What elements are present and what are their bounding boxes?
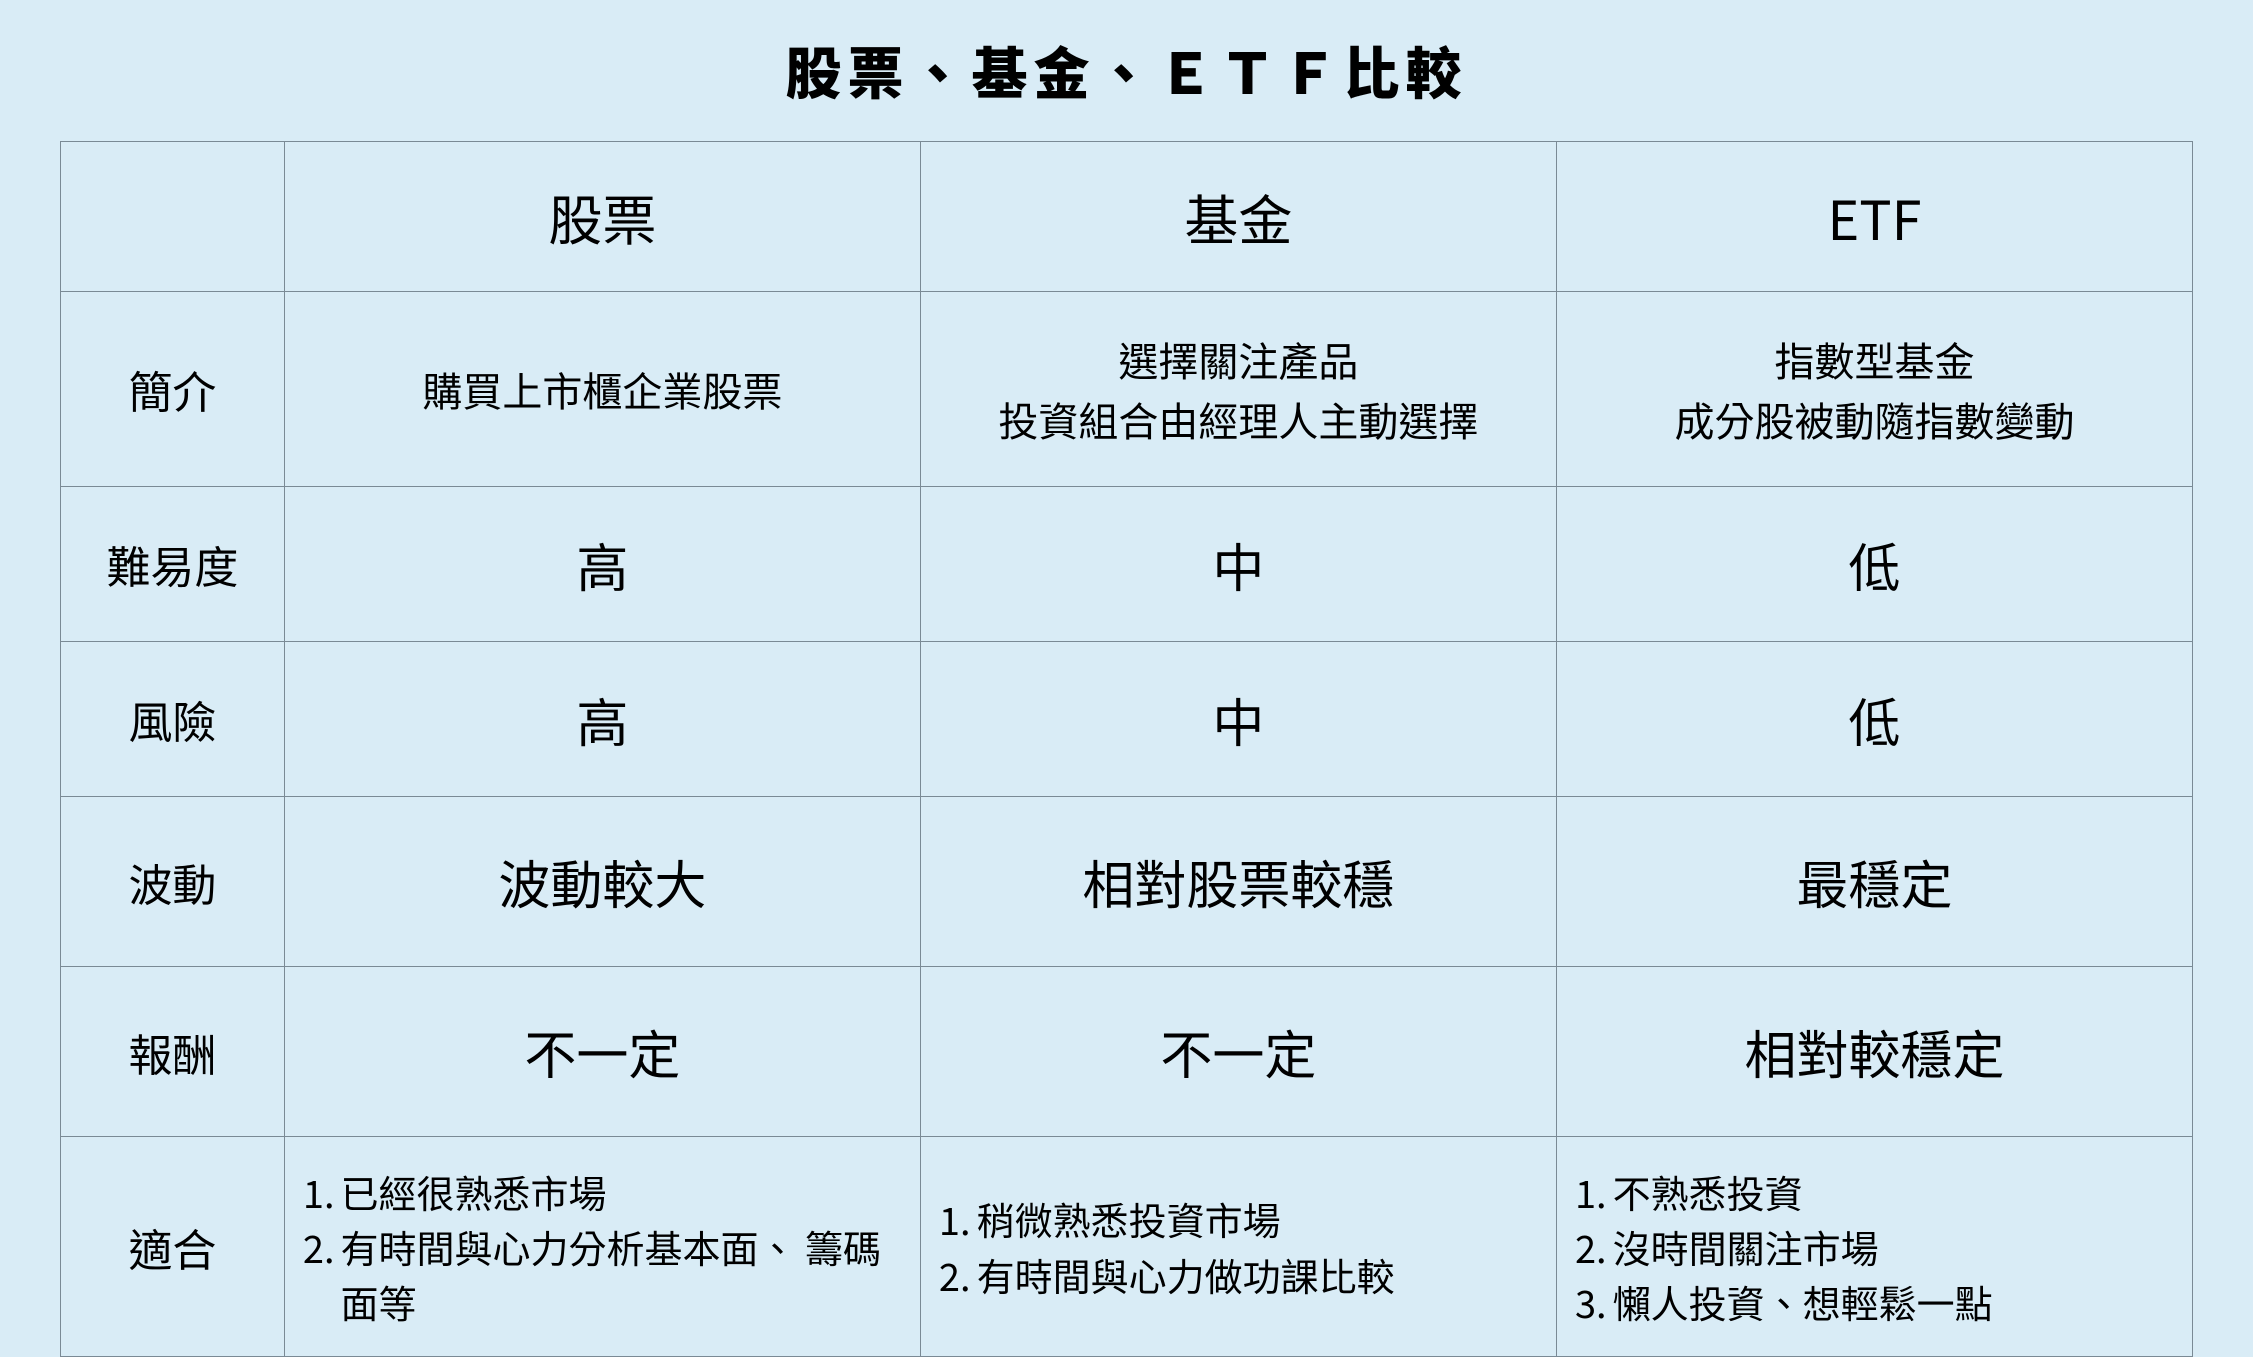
return-fund: 不一定 (920, 967, 1556, 1137)
page-title: 股票、基金、ＥＴＦ比較 (60, 30, 2193, 111)
intro-fund: 選擇關注產品 投資組合由經理人主動選擇 (920, 292, 1556, 487)
intro-fund-line1: 選擇關注產品 (1118, 330, 1358, 388)
list-num: 2. (1575, 1219, 1613, 1274)
intro-etf: 指數型基金 成分股被動隨指數變動 (1556, 292, 2192, 487)
row-suitable: 適合 1. 已經很熟悉市場 2. 有時間與心力分析基本面、 籌碼面等 1. 稍微… (61, 1137, 2193, 1357)
row-intro: 簡介 購買上市櫃企業股票 選擇關注產品 投資組合由經理人主動選擇 指數型基金 成… (61, 292, 2193, 487)
return-etf: 相對較穩定 (1556, 967, 2192, 1137)
list-text: 已經很熟悉市場 (341, 1164, 910, 1219)
suitable-etf: 1. 不熟悉投資 2. 沒時間關注市場 3. 懶人投資、想輕鬆一點 (1556, 1137, 2192, 1357)
suitable-stock: 1. 已經很熟悉市場 2. 有時間與心力分析基本面、 籌碼面等 (284, 1137, 920, 1357)
list-num: 3. (1575, 1274, 1613, 1329)
list-item: 1. 稍微熟悉投資市場 (939, 1191, 1546, 1246)
intro-etf-line2: 成分股被動隨指數變動 (1674, 390, 2074, 448)
list-item: 1. 不熟悉投資 (1575, 1164, 2182, 1219)
risk-stock: 高 (284, 642, 920, 797)
list-item: 2. 沒時間關注市場 (1575, 1219, 2182, 1274)
list-num: 1. (303, 1164, 341, 1219)
list-num: 2. (303, 1219, 341, 1329)
list-item: 2. 有時間與心力做功課比較 (939, 1247, 1546, 1302)
rowlabel-risk: 風險 (61, 642, 285, 797)
list-text: 沒時間關注市場 (1613, 1219, 2182, 1274)
difficulty-fund: 中 (920, 487, 1556, 642)
risk-etf: 低 (1556, 642, 2192, 797)
header-fund: 基金 (920, 142, 1556, 292)
header-stock: 股票 (284, 142, 920, 292)
list-item: 3. 懶人投資、想輕鬆一點 (1575, 1274, 2182, 1329)
volatility-stock: 波動較大 (284, 797, 920, 967)
difficulty-stock: 高 (284, 487, 920, 642)
table-header-row: 股票 基金 ETF (61, 142, 2193, 292)
header-blank (61, 142, 285, 292)
list-text: 稍微熟悉投資市場 (977, 1191, 1546, 1246)
rowlabel-volatility: 波動 (61, 797, 285, 967)
suitable-fund: 1. 稍微熟悉投資市場 2. 有時間與心力做功課比較 (920, 1137, 1556, 1357)
risk-fund: 中 (920, 642, 1556, 797)
list-text: 不熟悉投資 (1613, 1164, 2182, 1219)
list-item: 1. 已經很熟悉市場 (303, 1164, 910, 1219)
list-item: 2. 有時間與心力分析基本面、 籌碼面等 (303, 1219, 910, 1329)
list-num: 1. (939, 1191, 977, 1246)
list-text: 有時間與心力做功課比較 (977, 1247, 1546, 1302)
rowlabel-difficulty: 難易度 (61, 487, 285, 642)
row-risk: 風險 高 中 低 (61, 642, 2193, 797)
return-stock: 不一定 (284, 967, 920, 1137)
header-etf: ETF (1556, 142, 2192, 292)
list-text: 懶人投資、想輕鬆一點 (1613, 1274, 2182, 1329)
row-difficulty: 難易度 高 中 低 (61, 487, 2193, 642)
list-num: 1. (1575, 1164, 1613, 1219)
comparison-table: 股票 基金 ETF 簡介 購買上市櫃企業股票 選擇關注產品 投資組合由經理人主動… (60, 141, 2193, 1357)
list-text: 有時間與心力分析基本面、 籌碼面等 (341, 1219, 910, 1329)
intro-etf-line1: 指數型基金 (1774, 330, 1974, 388)
rowlabel-intro: 簡介 (61, 292, 285, 487)
volatility-etf: 最穩定 (1556, 797, 2192, 967)
intro-fund-line2: 投資組合由經理人主動選擇 (998, 390, 1478, 448)
rowlabel-suitable: 適合 (61, 1137, 285, 1357)
difficulty-etf: 低 (1556, 487, 2192, 642)
intro-stock: 購買上市櫃企業股票 (284, 292, 920, 487)
row-return: 報酬 不一定 不一定 相對較穩定 (61, 967, 2193, 1137)
list-num: 2. (939, 1247, 977, 1302)
volatility-fund: 相對股票較穩 (920, 797, 1556, 967)
row-volatility: 波動 波動較大 相對股票較穩 最穩定 (61, 797, 2193, 967)
rowlabel-return: 報酬 (61, 967, 285, 1137)
